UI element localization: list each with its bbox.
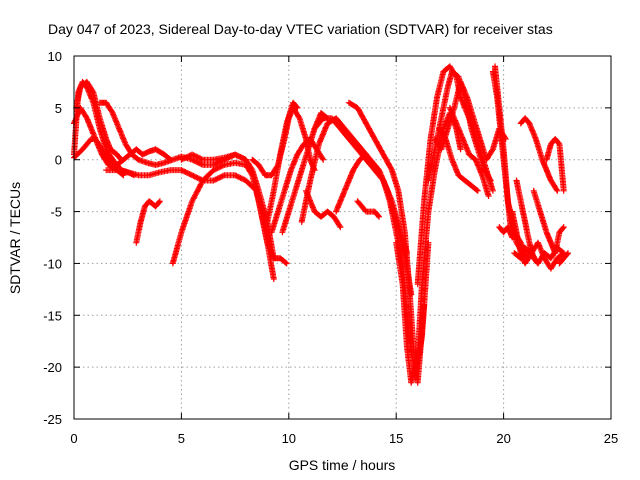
series-arc-36 xyxy=(556,250,571,267)
x-tick-label: 0 xyxy=(70,431,77,446)
series-arc-19 xyxy=(354,198,382,220)
x-tick-label: 15 xyxy=(389,431,403,446)
series-arc-15 xyxy=(303,187,344,231)
y-tick-label: -15 xyxy=(43,308,62,323)
y-tick-label: -20 xyxy=(43,360,62,375)
series-arc-11 xyxy=(264,99,301,225)
series-arc-34 xyxy=(530,187,567,257)
series-arc-25 xyxy=(436,125,481,194)
series-arc-35 xyxy=(543,136,567,194)
series-arc-26 xyxy=(446,104,492,199)
x-tick-label: 10 xyxy=(282,431,296,446)
y-tick-label: 5 xyxy=(55,101,62,116)
series-arc-21 xyxy=(393,110,464,386)
x-tick-label: 5 xyxy=(178,431,185,446)
y-axis-label: SDTVAR / TECUs xyxy=(7,182,23,294)
series-arc-17 xyxy=(333,151,370,215)
x-tick-label: 25 xyxy=(604,431,618,446)
plot-frame xyxy=(73,55,612,420)
data-series xyxy=(71,63,571,386)
series-arc-13 xyxy=(279,110,331,236)
series-arc-6 xyxy=(133,198,163,246)
y-tick-label: -25 xyxy=(43,412,62,427)
series-arc-7 xyxy=(103,167,277,282)
grid-lines xyxy=(74,56,611,419)
series-arc-32 xyxy=(513,177,541,267)
y-tick-label: 0 xyxy=(55,153,62,168)
y-tick-label: 10 xyxy=(48,49,62,64)
y-tick-label: -10 xyxy=(43,256,62,271)
y-tick-label: -5 xyxy=(50,205,62,220)
x-axis-label: GPS time / hours xyxy=(289,457,396,473)
series-arc-33 xyxy=(517,115,561,194)
chart-title: Day 047 of 2023, Sidereal Day-to-day VTE… xyxy=(48,21,553,37)
axis-ticks: 0 5 10 15 20 25 -25 -20 -15 -10 -5 0 5 10 xyxy=(43,49,618,446)
series-arc-14 xyxy=(298,115,415,298)
x-tick-label: 20 xyxy=(496,431,510,446)
